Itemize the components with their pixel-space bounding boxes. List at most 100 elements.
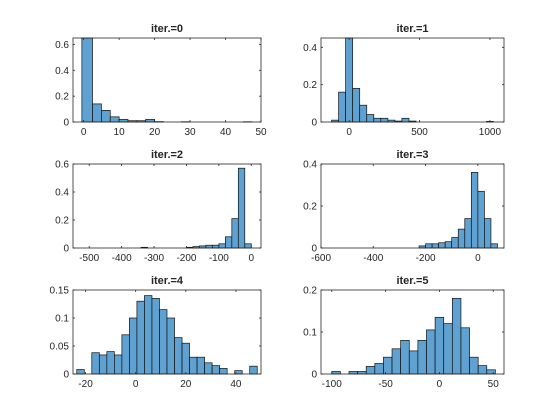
axes-box xyxy=(72,37,262,123)
x-tick-label: 0 xyxy=(133,379,139,390)
x-tick-label: 20 xyxy=(149,127,161,138)
x-tick-label: 1000 xyxy=(479,127,502,138)
subplot-4: -20 0 20 40 0 0.05 0.1 0.15 iter.=4 xyxy=(50,275,262,390)
x-tick-label: -200 xyxy=(176,253,196,264)
y-tick-label: 0.4 xyxy=(55,66,69,77)
histogram-bar xyxy=(166,317,175,375)
subplot-title: iter.=0 xyxy=(151,23,183,35)
x-tick-label: -400 xyxy=(363,253,383,264)
histogram-bar xyxy=(431,243,439,249)
x-tick-label: -100 xyxy=(209,253,229,264)
histogram-bar xyxy=(352,88,361,123)
histogram-bar xyxy=(408,350,419,375)
histogram-bar xyxy=(189,356,198,375)
y-tick-label: 0.15 xyxy=(50,286,70,297)
histogram-bar xyxy=(81,37,93,123)
x-tick-label: -400 xyxy=(112,253,132,264)
histogram-bar xyxy=(196,356,205,375)
subplot-title: iter.=4 xyxy=(151,275,184,287)
histogram-bar xyxy=(444,241,453,249)
histogram-bar xyxy=(469,356,479,375)
histogram-bar xyxy=(98,354,108,375)
histogram-bar xyxy=(490,243,498,249)
x-tick-label: 0 xyxy=(437,379,443,390)
histogram-bar xyxy=(451,298,462,375)
x-tick-label: 20 xyxy=(180,379,192,390)
subplot-title: iter.=2 xyxy=(151,149,183,161)
histogram-bar xyxy=(219,368,228,375)
x-tick-label: 10 xyxy=(114,127,126,138)
histogram-bar xyxy=(224,236,233,249)
histogram-bar xyxy=(426,329,436,375)
x-tick-label: 0 xyxy=(346,127,352,138)
histogram-bar xyxy=(338,91,346,123)
x-tick-label: 40 xyxy=(220,127,232,138)
y-tick-label: 0 xyxy=(63,118,69,129)
histogram-bar xyxy=(345,37,354,123)
histogram-bar xyxy=(391,348,402,375)
y-tick-label: 0 xyxy=(63,370,69,381)
histogram-bar xyxy=(457,228,466,249)
histogram-bar xyxy=(205,244,213,249)
subplot-3: -600 -400 -200 0 0 0.2 0.4 iter.=3 xyxy=(303,149,505,264)
histogram-bar xyxy=(244,243,252,249)
y-tick-label: 0.6 xyxy=(55,160,69,171)
histogram-bar xyxy=(460,327,470,375)
histogram-bar xyxy=(438,242,446,249)
x-tick-label: -20 xyxy=(78,379,93,390)
histogram-bar xyxy=(151,298,160,375)
x-tick-label: 0 xyxy=(475,253,481,264)
y-tick-label: 0.2 xyxy=(303,80,317,91)
histogram-bar xyxy=(484,218,492,249)
histogram-bar xyxy=(76,369,85,375)
histogram-bar xyxy=(365,366,376,375)
y-tick-label: 0.1 xyxy=(303,328,317,339)
x-tick-label: -200 xyxy=(416,253,436,264)
y-tick-label: 0.6 xyxy=(55,40,69,51)
y-tick-label: 0.2 xyxy=(55,92,69,103)
histogram-bar xyxy=(129,317,138,375)
x-tick-label: 0 xyxy=(248,253,254,264)
y-tick-label: 0 xyxy=(311,118,317,129)
histogram-bar xyxy=(434,316,445,375)
histogram-bar xyxy=(486,369,496,375)
subplot-2: -500 -400 -300 -200 -100 0 0 0.2 0.4 0.6 iter.=2 xyxy=(55,149,262,264)
x-tick-label: 50 xyxy=(255,127,267,138)
histogram-bar xyxy=(400,340,410,375)
axes-box xyxy=(72,163,262,249)
y-tick-label: 0.4 xyxy=(303,160,317,171)
histogram-bar xyxy=(383,356,393,375)
histogram-bar xyxy=(470,172,479,249)
x-tick-label: -500 xyxy=(79,253,99,264)
histogram-bar xyxy=(477,365,488,375)
histogram-bar xyxy=(443,323,453,375)
histogram-bar xyxy=(92,103,102,123)
y-tick-label: 0.1 xyxy=(55,314,69,325)
histogram-bar xyxy=(451,237,459,249)
histogram-bar xyxy=(136,300,145,375)
histogram-bar xyxy=(425,243,433,249)
x-tick-label: 50 xyxy=(488,379,500,390)
axes-box xyxy=(320,37,505,123)
y-tick-label: 0.4 xyxy=(303,43,317,54)
y-tick-label: 0 xyxy=(63,244,69,255)
subplot-title: iter.=5 xyxy=(396,275,428,287)
axes-box xyxy=(72,289,262,375)
histogram-bar xyxy=(380,117,389,123)
histogram-bar xyxy=(114,354,123,375)
subplot-title: iter.=1 xyxy=(396,23,428,35)
y-tick-label: 0.2 xyxy=(303,286,317,297)
y-tick-label: 0.2 xyxy=(55,216,69,227)
subplot-5: -100 -50 0 50 0 0.1 0.2 iter.=5 xyxy=(303,275,505,390)
histogram-bar xyxy=(144,295,153,375)
subplot-1: 0 500 1000 0 0.2 0.4 iter.=1 xyxy=(303,23,505,138)
histogram-bar xyxy=(204,362,213,375)
histogram-bar xyxy=(359,104,368,123)
x-tick-label: -600 xyxy=(311,253,331,264)
histogram-bar xyxy=(237,167,246,249)
histogram-bar xyxy=(181,342,190,375)
histogram-bar xyxy=(366,114,375,123)
y-tick-label: 0.2 xyxy=(303,202,317,213)
histogram-bar xyxy=(101,110,111,123)
